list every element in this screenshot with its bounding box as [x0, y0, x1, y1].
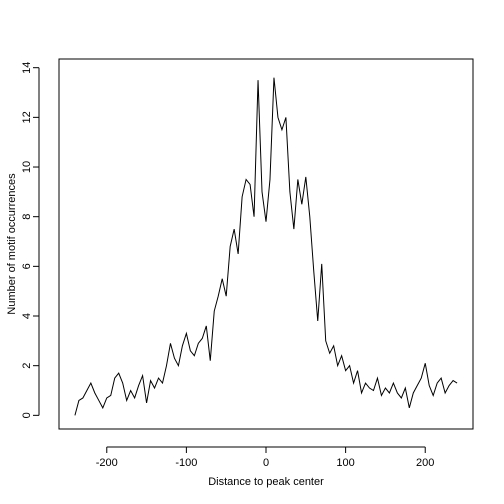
x-tick-label: 0	[263, 457, 269, 469]
y-tick-label: 2	[21, 363, 33, 369]
x-axis-label: Distance to peak center	[208, 476, 324, 488]
y-tick-label: 6	[21, 263, 33, 269]
x-tick-label: 200	[416, 457, 434, 469]
x-tick-label: -100	[175, 457, 197, 469]
y-tick-label: 12	[21, 111, 33, 123]
y-tick-label: 8	[21, 214, 33, 220]
y-tick-label: 4	[21, 313, 33, 319]
y-tick-label: 0	[21, 412, 33, 418]
data-line	[74, 77, 458, 416]
y-tick-label: 14	[21, 62, 33, 74]
y-tick-label: 10	[21, 161, 33, 173]
plot-box	[58, 58, 474, 430]
y-axis-label: Number of motif occurrences	[6, 173, 18, 315]
x-tick-label: -200	[96, 457, 118, 469]
x-tick-label: 100	[336, 457, 354, 469]
